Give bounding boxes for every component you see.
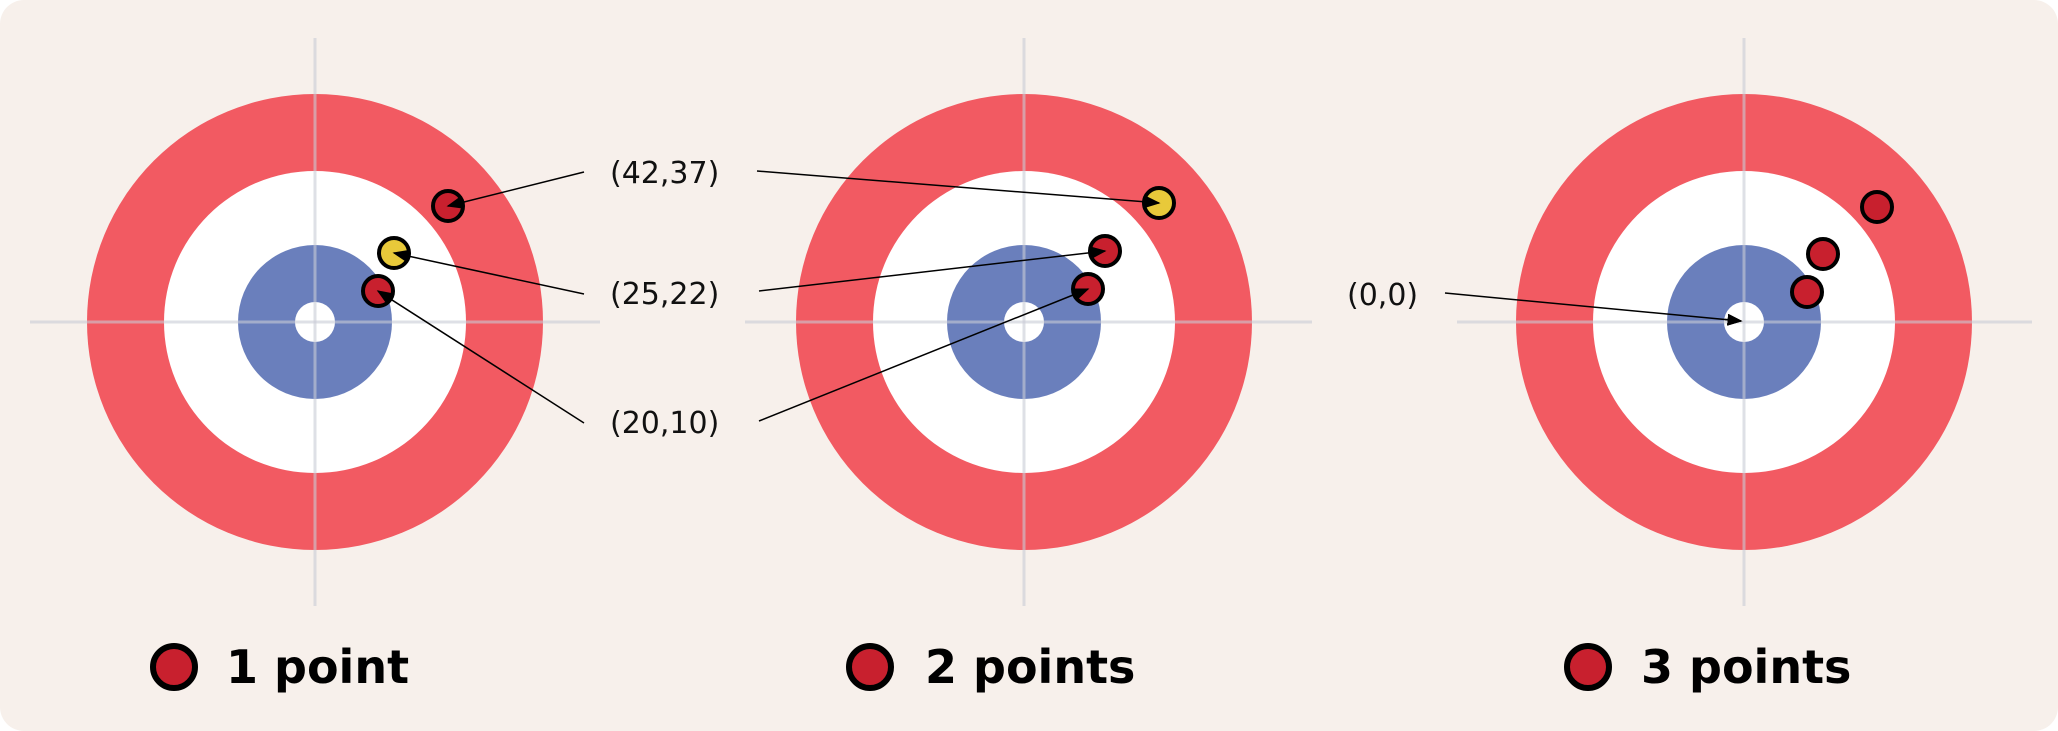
red-stone [1860,190,1894,224]
arrow-head [376,290,393,304]
leader-arrow [1444,292,1743,326]
house-target-1 [30,38,600,606]
arrow-head [1089,246,1107,259]
arrow-head [392,249,410,262]
arrow-head [446,196,464,209]
leader-arrow [758,246,1107,292]
coord-label-25-22: (25,22) [610,277,719,312]
arrow-head [1072,288,1090,300]
leader-arrow [446,171,585,209]
leader-arrow [376,290,585,424]
arrow-head [1142,195,1161,208]
leader-arrow [392,249,585,295]
coord-label-20-10: (20,10) [610,406,719,441]
legend-label-2-points: 2 points [925,640,1135,694]
coord-label-origin: (0,0) [1347,278,1418,313]
house-target-3 [1457,38,2032,606]
legend-label-1-point: 1 point [226,640,409,694]
arrow-head [1725,313,1743,326]
leader-arrow [756,170,1161,208]
legend-stone-icon-2 [846,643,894,691]
red-stone [1806,237,1840,271]
legend-label-3-points: 3 points [1641,640,1851,694]
red-stone [1790,275,1824,309]
leader-arrow [758,288,1090,422]
house-target-2 [745,38,1312,606]
legend-stone-icon-3 [1564,643,1612,691]
coord-label-42-37: (42,37) [610,156,719,191]
legend-stone-icon-1 [150,643,198,691]
